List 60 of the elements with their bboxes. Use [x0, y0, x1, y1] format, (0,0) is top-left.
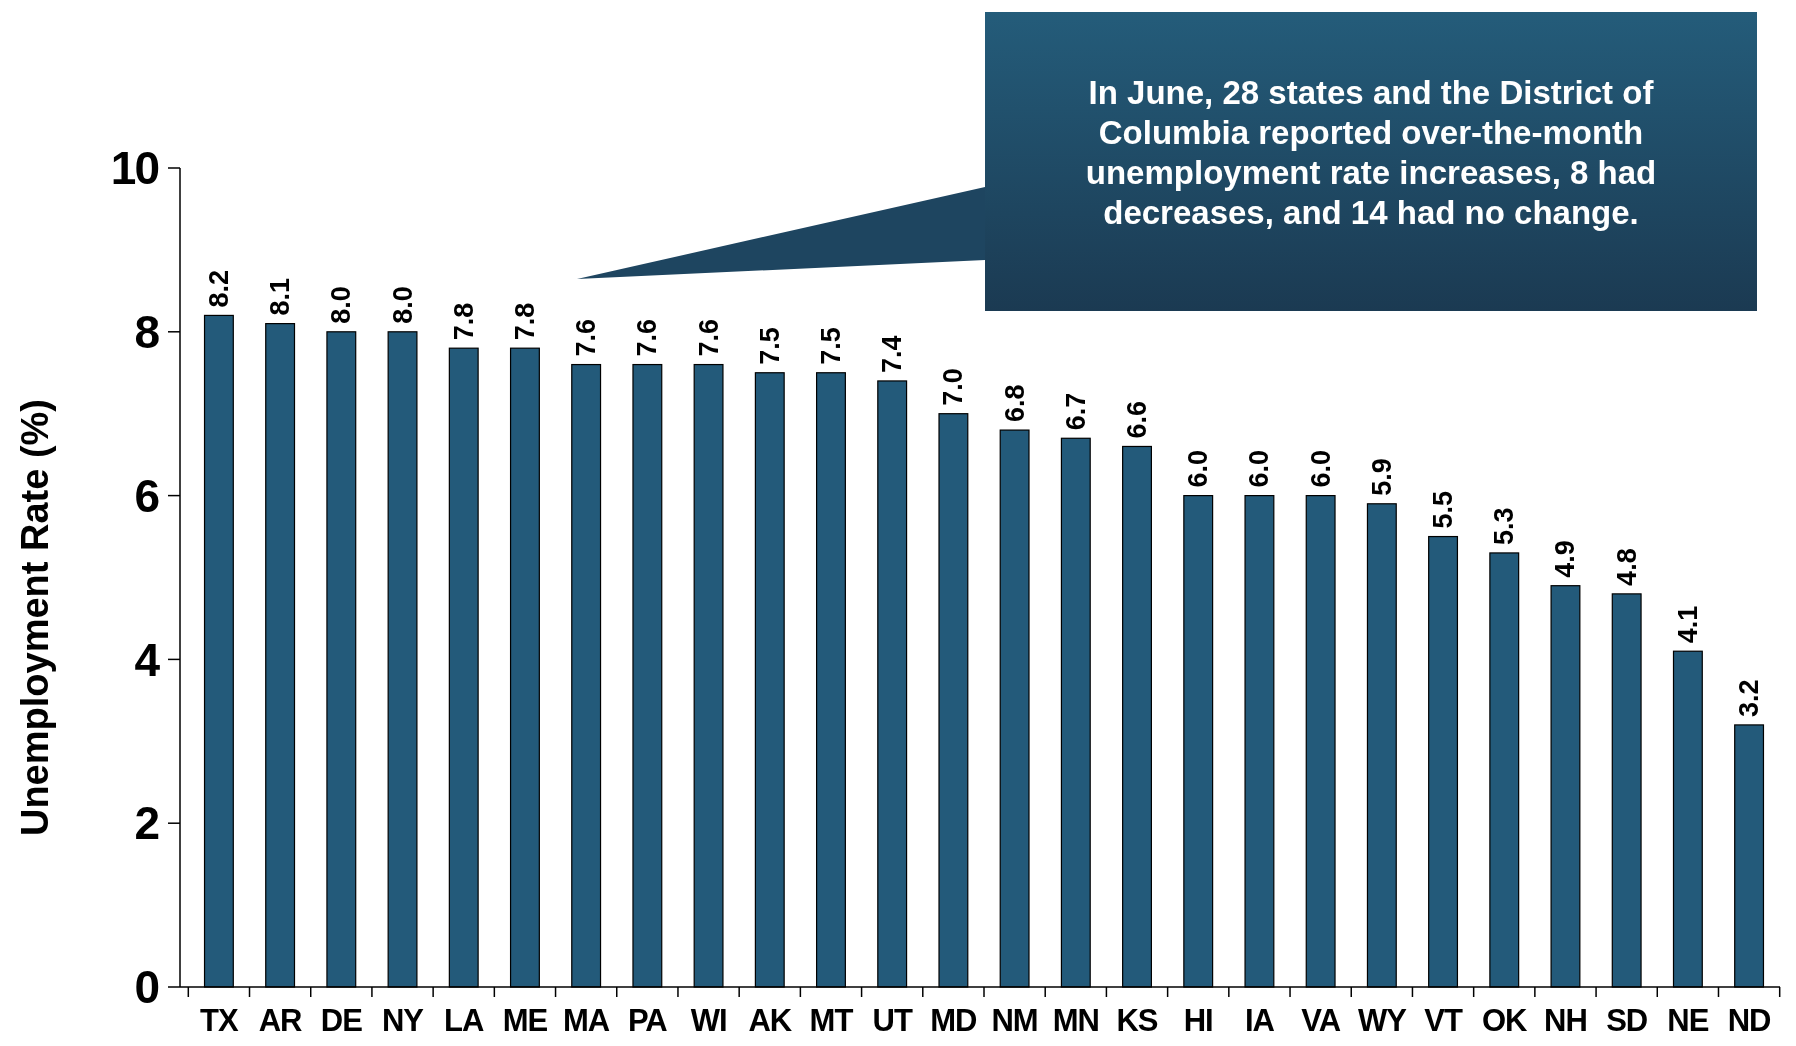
data-label: 4.8 — [1611, 548, 1642, 586]
x-tick-label: UT — [872, 1003, 913, 1038]
x-tick-label: MN — [1052, 1003, 1099, 1038]
data-label: 7.5 — [754, 327, 785, 365]
x-tick-label: NE — [1667, 1003, 1709, 1038]
x-tick-label: SD — [1606, 1003, 1648, 1038]
y-tick-label: 8 — [134, 305, 160, 358]
y-tick-label: 10 — [110, 142, 159, 195]
x-tick-label: OK — [1482, 1003, 1529, 1038]
data-label: 5.9 — [1366, 458, 1397, 496]
data-label: 6.0 — [1244, 450, 1275, 488]
x-tick-label: MD — [930, 1003, 978, 1038]
data-label: 8.2 — [203, 269, 234, 308]
data-label: 6.6 — [1122, 400, 1153, 439]
x-tick-label: VA — [1301, 1003, 1341, 1038]
data-label: 7.0 — [938, 368, 969, 406]
data-label: 4.9 — [1550, 540, 1581, 578]
x-tick-label: HI — [1183, 1003, 1213, 1038]
data-label: 6.0 — [1305, 450, 1336, 488]
data-label: 4.1 — [1672, 605, 1703, 644]
y-axis-title: Unemployment Rate (%) — [14, 398, 56, 837]
x-tick-label: DE — [320, 1003, 363, 1038]
x-tick-label: TX — [200, 1003, 240, 1038]
y-tick-label: 4 — [134, 633, 161, 686]
x-tick-label: AK — [748, 1003, 793, 1038]
data-label: 3.2 — [1734, 679, 1765, 717]
x-tick-label: IA — [1244, 1003, 1275, 1038]
data-label: 7.4 — [877, 335, 908, 373]
data-label: 6.0 — [1183, 450, 1214, 488]
x-tick-label: AR — [258, 1003, 303, 1038]
x-tick-label: NY — [381, 1003, 425, 1038]
data-label: 5.5 — [1428, 491, 1459, 529]
data-label: 7.8 — [509, 302, 540, 341]
x-tick-label: KS — [1116, 1003, 1158, 1038]
x-tick-label: MT — [809, 1003, 854, 1038]
x-tick-label: ND — [1727, 1003, 1772, 1038]
x-tick-label: PA — [627, 1003, 668, 1038]
x-tick-label: ME — [502, 1003, 548, 1038]
data-label: 6.7 — [1060, 392, 1091, 431]
annotation: In June, 28 states and the District of Columbia reported over-the-month unemployment rate increases, 8 had decreases, and 14 had no change. — [1085, 74, 1657, 231]
data-label: 6.8 — [999, 384, 1030, 423]
data-label: 8.0 — [387, 286, 418, 324]
x-tick-label: NH — [1544, 1003, 1587, 1038]
data-label: 8.0 — [326, 286, 357, 324]
y-tick-label: 6 — [134, 469, 159, 522]
y-tick-label: 0 — [134, 961, 159, 1014]
data-label: 7.6 — [571, 319, 602, 357]
x-tick-label: MA — [563, 1003, 610, 1038]
y-tick-label: 2 — [134, 797, 159, 850]
data-label: 7.6 — [693, 319, 724, 357]
data-label: 7.5 — [815, 327, 846, 365]
x-tick-label: WY — [1357, 1003, 1408, 1038]
data-label: 5.3 — [1489, 507, 1520, 545]
x-tick-label: WI — [690, 1003, 727, 1038]
data-label: 7.6 — [632, 319, 663, 357]
x-tick-label: VT — [1424, 1003, 1463, 1038]
x-tick-label: NM — [991, 1003, 1038, 1038]
x-tick-label: LA — [444, 1003, 485, 1038]
data-label: 8.1 — [265, 278, 296, 316]
data-label: 7.8 — [448, 302, 479, 341]
